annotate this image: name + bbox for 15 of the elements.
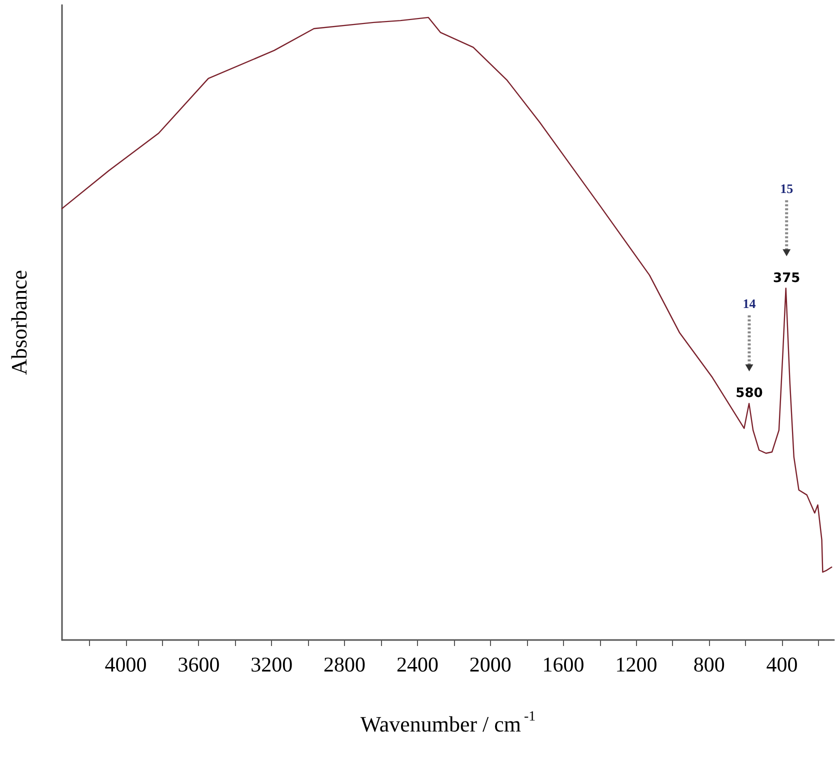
y-axis-title: Absorbance: [6, 270, 32, 376]
x-tick-label: 3600: [178, 652, 220, 676]
x-tick-label: 3200: [250, 652, 293, 676]
x-tick-label: 400: [766, 652, 798, 676]
x-tick-label: 1200: [615, 652, 658, 676]
annotation: 14: [742, 296, 756, 311]
x-tick-label: 1600: [542, 652, 584, 676]
annotation: 15: [780, 180, 794, 196]
x-tick-label: 2400: [396, 652, 438, 676]
annotation: 375: [773, 270, 800, 286]
x-tick-label: 2000: [469, 652, 512, 676]
x-tick-label: 800: [693, 652, 725, 676]
annotation: 580: [736, 386, 763, 401]
x-tick-label: 2800: [324, 652, 366, 676]
x-tick-label: 4000: [104, 652, 147, 676]
